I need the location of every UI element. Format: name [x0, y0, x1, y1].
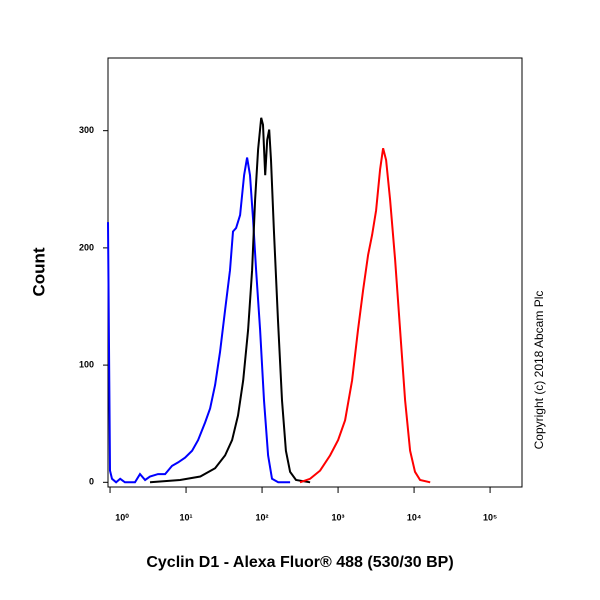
- x-tick-label: 10³: [332, 512, 345, 522]
- x-tick-label: 10²: [256, 512, 269, 522]
- y-tick-label: 300: [79, 125, 94, 135]
- y-tick-label: 200: [79, 242, 94, 252]
- x-axis-label: Cyclin D1 - Alexa Fluor® 488 (530/30 BP): [146, 554, 453, 571]
- histogram-line: [299, 148, 431, 484]
- copyright: Copyright (c) 2018 Abcam Plc: [532, 291, 546, 450]
- plot-frame: [107, 57, 523, 488]
- histogram-line: [149, 117, 311, 484]
- y-tick-label: 100: [79, 359, 94, 369]
- x-tick-label: 10⁵: [483, 512, 497, 522]
- x-tick-label: 10¹: [180, 512, 193, 522]
- x-tick-label: 10⁴: [407, 512, 421, 522]
- y-axis-label: Count: [29, 247, 48, 296]
- x-tick-label: 10⁰: [115, 512, 129, 522]
- histogram-line: [107, 157, 291, 484]
- y-tick-label: 0: [89, 477, 94, 487]
